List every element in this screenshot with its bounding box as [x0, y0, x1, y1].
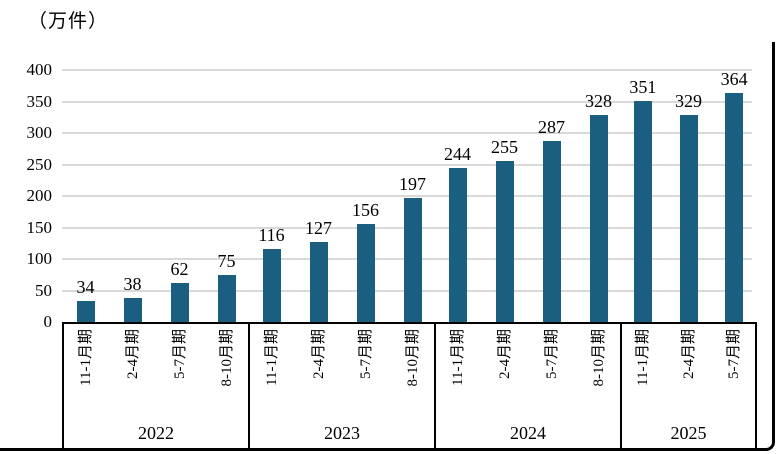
bar-value-label: 75	[217, 251, 236, 271]
y-axis-tick-label: 400	[26, 60, 53, 79]
bar-value-label: 34	[76, 277, 95, 297]
y-axis-tick-label: 50	[35, 280, 52, 300]
bar	[262, 249, 281, 322]
year-label: 2025	[670, 423, 707, 443]
bar	[542, 141, 561, 322]
y-axis-tick-label: 350	[26, 91, 53, 111]
bar	[217, 275, 236, 322]
bar-value-label: 127	[305, 218, 332, 238]
bar-value-label: 116	[258, 225, 285, 245]
bar-value-label: 287	[538, 117, 565, 137]
bar	[356, 224, 375, 322]
x-axis-period-label: 2-4月期	[496, 329, 513, 379]
bar-value-label: 62	[170, 259, 189, 279]
bar-value-label: 364	[720, 69, 748, 89]
year-label: 2022	[138, 423, 174, 443]
x-axis-period-label: 5-7月期	[543, 329, 560, 379]
x-axis-period-label: 2-4月期	[680, 329, 697, 379]
bar-value-label: 38	[123, 274, 142, 294]
bar-value-label: 328	[585, 91, 612, 111]
x-axis-period-label: 11-1月期	[634, 329, 651, 386]
bar	[309, 242, 328, 322]
year-label: 2023	[324, 423, 360, 443]
x-axis-period-label: 11-1月期	[77, 329, 94, 386]
y-axis-tick-label: 150	[26, 217, 53, 237]
y-axis-tick-label: 100	[26, 249, 53, 268]
gridline	[62, 163, 752, 166]
y-axis-tick-label: 250	[26, 154, 53, 174]
bar	[725, 93, 744, 322]
bar-value-label: 244	[444, 144, 471, 164]
x-axis-period-label: 5-7月期	[726, 329, 743, 379]
year-label: 2024	[510, 423, 546, 443]
x-axis-period-label: 2-4月期	[310, 329, 327, 379]
bar-value-label: 156	[352, 200, 379, 220]
x-axis-period-label: 8-10月期	[590, 329, 607, 387]
bar	[589, 115, 608, 322]
x-axis-period-label: 11-1月期	[449, 329, 466, 386]
bar	[76, 301, 95, 322]
x-axis-period-label: 8-10月期	[404, 329, 421, 387]
bar	[679, 115, 698, 322]
bar-value-label: 329	[675, 91, 702, 111]
bar-value-label: 197	[399, 174, 426, 194]
bar	[170, 283, 189, 322]
bar	[633, 101, 652, 322]
bar	[495, 161, 514, 322]
x-axis-period-label: 5-7月期	[171, 329, 188, 379]
y-axis-unit-label: （万件）	[28, 11, 109, 32]
x-axis-period-label: 11-1月期	[263, 329, 280, 386]
x-axis-period-label: 2-4月期	[124, 329, 141, 379]
bar-value-label: 255	[491, 137, 518, 157]
y-axis-tick-label: 200	[26, 186, 53, 205]
gridline	[62, 195, 752, 197]
bar	[123, 298, 142, 322]
bar-value-label: 351	[629, 77, 657, 97]
x-axis-period-label: 8-10月期	[218, 329, 235, 387]
y-axis-tick-label: 300	[26, 123, 53, 142]
bar	[448, 168, 467, 322]
x-axis-period-label: 5-7月期	[357, 329, 374, 379]
bar	[403, 198, 422, 322]
gridline	[62, 132, 752, 134]
y-axis-tick-label: 0	[43, 312, 53, 331]
gridline	[62, 69, 752, 71]
year-group-box	[620, 322, 757, 451]
gridline	[62, 100, 752, 103]
